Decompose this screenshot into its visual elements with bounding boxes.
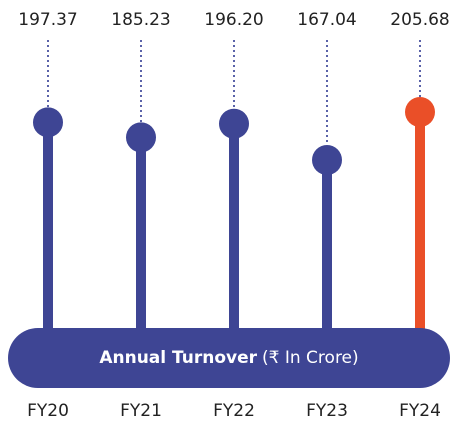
stem	[136, 137, 146, 340]
title-banner	[8, 328, 450, 388]
stem	[43, 122, 53, 340]
title-unit: (₹ In Crore)	[262, 348, 359, 368]
title: Annual Turnover (₹ In Crore)	[99, 348, 358, 368]
dot	[126, 122, 156, 153]
value-label: 185.23	[111, 10, 170, 30]
x-tick-label: FY24	[399, 401, 441, 421]
stem	[229, 123, 239, 340]
value-label: 205.68	[390, 10, 449, 30]
value-label: 167.04	[297, 10, 356, 30]
dot	[33, 107, 63, 138]
stem	[415, 112, 425, 340]
x-tick-label: FY22	[213, 401, 255, 421]
dot	[219, 108, 249, 139]
value-label: 197.37	[18, 10, 77, 30]
stem	[322, 160, 332, 340]
title-main: Annual Turnover	[99, 348, 257, 368]
x-tick-label: FY21	[120, 401, 162, 421]
x-tick-label: FY23	[306, 401, 348, 421]
value-label: 196.20	[204, 10, 263, 30]
x-tick-label: FY20	[27, 401, 69, 421]
dot	[312, 145, 342, 175]
dot	[405, 97, 435, 127]
